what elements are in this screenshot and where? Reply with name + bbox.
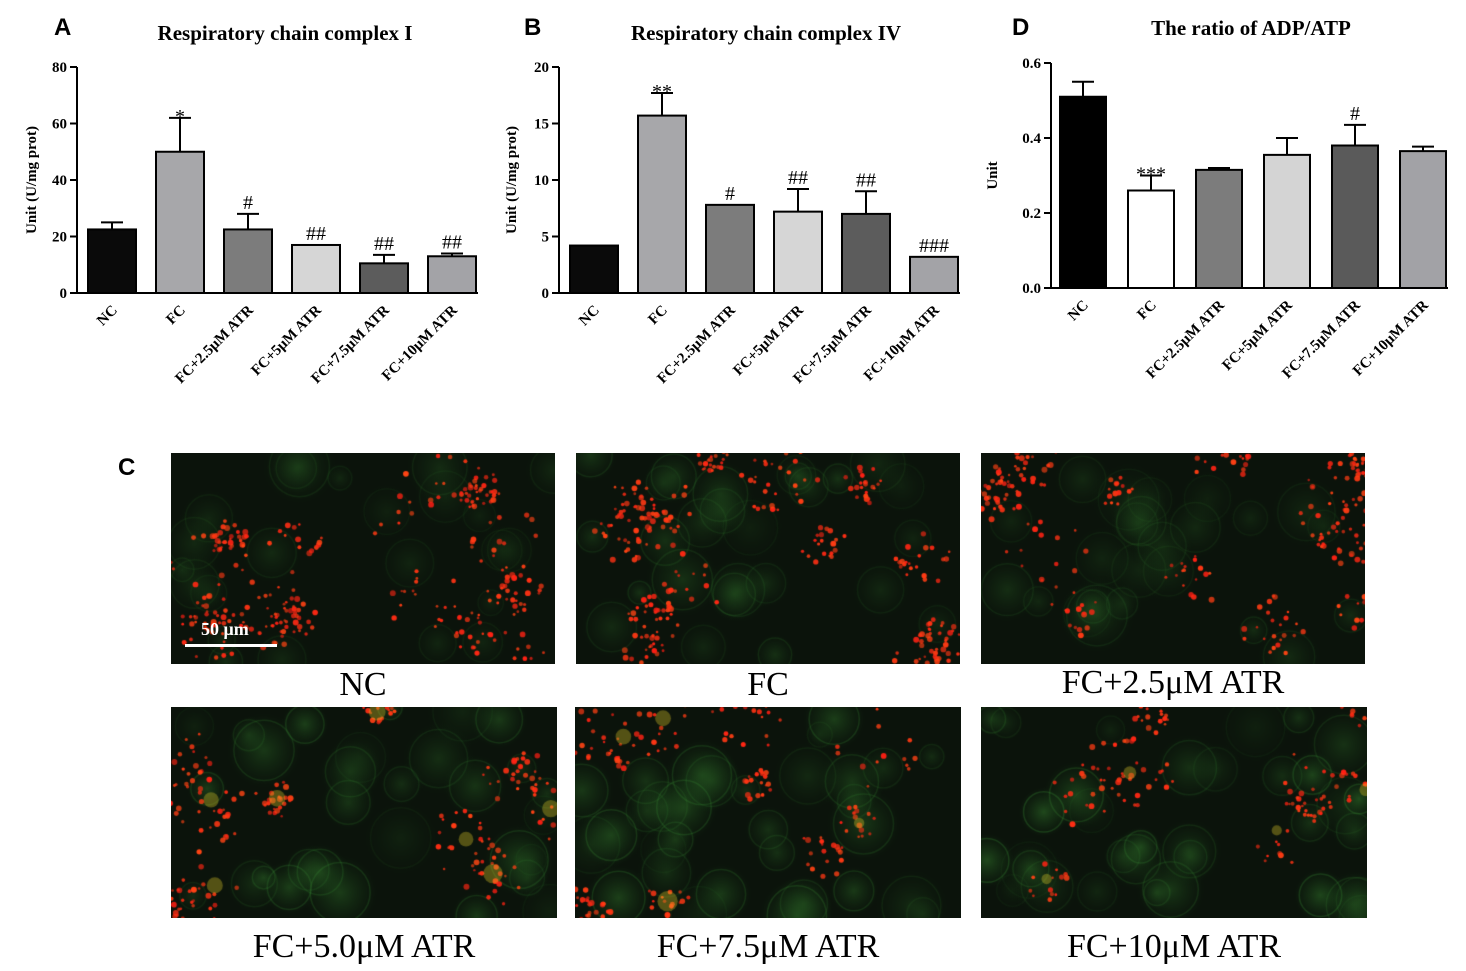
bar <box>841 212 891 294</box>
significance-mark: ** <box>652 81 672 103</box>
significance-mark: # <box>725 183 735 205</box>
panel-letter-c: C <box>118 454 136 481</box>
significance-mark: * <box>175 106 185 128</box>
bar <box>1331 144 1379 289</box>
bar <box>291 243 341 295</box>
bar <box>1195 168 1243 289</box>
bar <box>359 262 409 294</box>
micrograph-fc-7-5-atr <box>575 707 961 918</box>
micrograph-label-fc-7-5-atr: FC+7.5μM ATR <box>656 928 880 965</box>
panel-letter-d: D <box>1012 14 1030 41</box>
y-tick-label: 80 <box>52 60 67 76</box>
chart-title: Respiratory chain complex IV <box>631 21 901 45</box>
bar <box>637 114 687 294</box>
bar <box>1127 189 1175 289</box>
category-label: FC+5μM ATR <box>730 302 807 379</box>
bar <box>155 150 205 294</box>
y-axis-label: Unit (U/mg prot) <box>24 126 40 234</box>
chart-title: Respiratory chain complex I <box>158 21 413 45</box>
micrograph-nc: 50 μm <box>171 453 555 664</box>
micrograph-fc-5-atr <box>171 707 557 918</box>
significance-mark: ## <box>442 231 462 253</box>
bar <box>773 210 823 294</box>
micrograph-label-nc: NC <box>339 666 387 703</box>
category-label: FC <box>163 303 188 328</box>
significance-mark: # <box>243 192 253 214</box>
micrograph-label-fc-2-5-atr: FC+2.5μM ATR <box>1061 664 1285 701</box>
category-label: FC <box>1134 298 1159 323</box>
micrograph-fc-10-atr <box>981 707 1367 918</box>
scale-bar-label: 50 μm <box>201 619 249 639</box>
y-tick-label: 20 <box>52 230 67 246</box>
y-tick-label: 0.2 <box>1022 206 1041 222</box>
y-tick-label: 5 <box>542 230 550 246</box>
y-tick-label: 0.6 <box>1022 56 1041 72</box>
category-label: NC <box>94 303 121 330</box>
category-label: NC <box>576 303 603 330</box>
category-label: FC+5μM ATR <box>248 302 325 379</box>
bar <box>87 228 137 294</box>
y-tick-label: 15 <box>534 117 549 133</box>
y-tick-label: 10 <box>534 173 549 189</box>
category-label: NC <box>1065 298 1092 325</box>
y-axis-label: Unit (U/mg prot) <box>504 126 520 234</box>
micrograph-fc <box>576 453 960 664</box>
bar <box>705 203 755 294</box>
bar <box>1399 150 1447 289</box>
y-tick-label: 0.0 <box>1022 281 1041 297</box>
category-label: FC+5μM ATR <box>1219 297 1296 374</box>
y-tick-label: 60 <box>52 117 67 133</box>
micrograph-fc-2-5-atr <box>981 453 1365 664</box>
micrograph-label-fc-5-atr: FC+5.0μM ATR <box>252 928 476 965</box>
significance-mark: ## <box>306 223 326 245</box>
bar-chart-complex-iv: Respiratory chain complex IV 0 5 10 15 20 Unit… <box>504 21 960 387</box>
y-tick-label: 0 <box>542 286 550 302</box>
bar-chart-adp-atp-ratio: The ratio of ADP/ATP 0.0 0.2 0.4 0.6 Unit NC **… <box>985 16 1448 382</box>
significance-mark: ### <box>919 235 949 257</box>
chart-title: The ratio of ADP/ATP <box>1151 16 1351 40</box>
bar <box>569 244 619 294</box>
significance-mark: ## <box>856 169 876 191</box>
micrograph-label-fc: FC <box>747 666 789 703</box>
significance-mark: ## <box>374 233 394 255</box>
bar <box>1263 153 1311 289</box>
significance-mark: # <box>1350 103 1360 125</box>
bar <box>223 228 273 294</box>
bar <box>1059 95 1107 289</box>
significance-mark: *** <box>1136 164 1166 186</box>
panel-letter-b: B <box>524 14 542 41</box>
micrograph-label-fc-10-atr: FC+10μM ATR <box>1066 928 1282 965</box>
bar <box>427 255 477 294</box>
y-tick-label: 0 <box>60 286 68 302</box>
y-tick-label: 0.4 <box>1022 131 1041 147</box>
bar <box>909 255 959 294</box>
category-label: FC <box>645 303 670 328</box>
bar-chart-complex-i: Respiratory chain complex I 0 20 40 60 80 Unit… <box>24 21 478 387</box>
y-axis-label: Unit <box>985 161 1001 189</box>
y-tick-label: 20 <box>534 60 549 76</box>
y-tick-label: 40 <box>52 173 67 189</box>
significance-mark: ## <box>788 167 808 189</box>
scale-bar <box>185 644 277 647</box>
panel-letter-a: A <box>54 14 72 41</box>
